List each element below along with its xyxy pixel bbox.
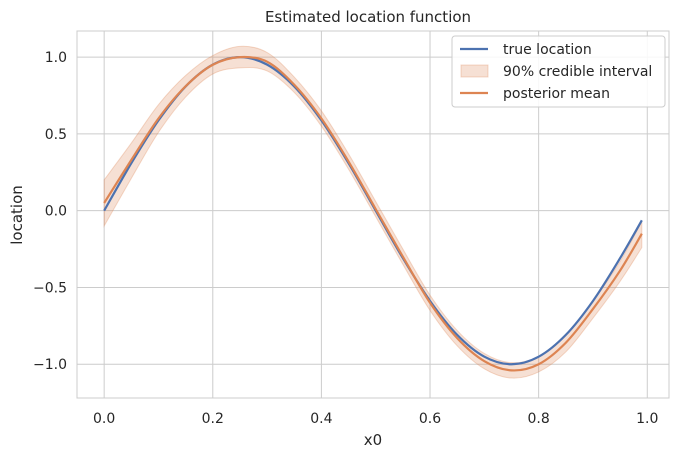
x-tick-label: 0.6 (419, 411, 441, 427)
plot-frame (76, 30, 670, 399)
y-axis-label: location (8, 185, 26, 245)
legend: true location 90% credible interval post… (451, 35, 666, 108)
x-tick-label: 0.8 (528, 411, 550, 427)
y-tick-labels: −1.0 −0.5 0.0 0.5 1.0 (33, 50, 67, 373)
x-tick-label: 0.4 (310, 411, 332, 427)
y-tick-label: 0.0 (45, 204, 67, 220)
series-lines (103, 55, 643, 372)
series-line-posterior-mean (103, 55, 643, 372)
y-tick-label: 1.0 (45, 50, 67, 66)
legend-swatch-credible-interval (460, 64, 489, 78)
x-axis-label: x0 (364, 431, 382, 449)
x-tick-label: 0.2 (202, 411, 224, 427)
chart-title: Estimated location function (265, 8, 471, 26)
credible-band-layer (103, 45, 643, 379)
x-tick-labels: 0.0 0.2 0.4 0.6 0.8 1.0 (93, 411, 658, 427)
legend-box (451, 35, 666, 108)
credible-interval-band (103, 45, 643, 379)
legend-label-credible-interval: 90% credible interval (503, 64, 652, 80)
legend-label-true-location: true location (503, 42, 592, 58)
x-tick-label: 1.0 (636, 411, 658, 427)
x-tick-label: 0.0 (93, 411, 115, 427)
y-tick-label: −1.0 (33, 357, 67, 373)
y-tick-label: 0.5 (45, 127, 67, 143)
legend-label-posterior-mean: posterior mean (503, 86, 610, 102)
y-tick-label: −0.5 (33, 280, 67, 296)
